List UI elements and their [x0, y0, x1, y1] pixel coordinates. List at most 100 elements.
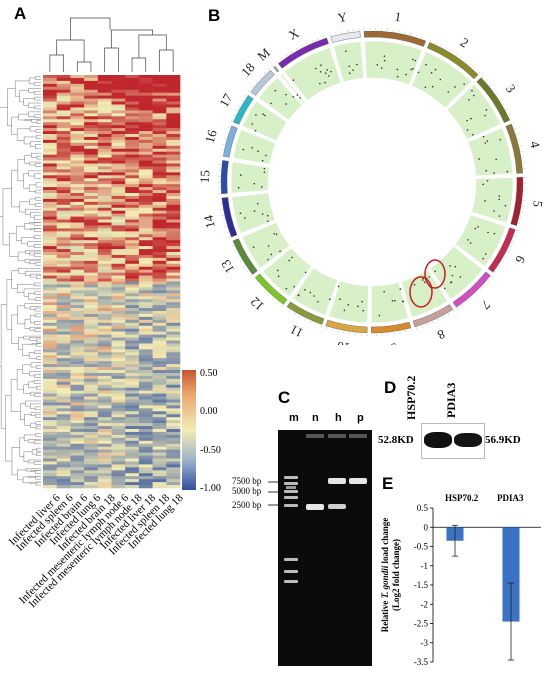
heatmap-cell [70, 240, 85, 244]
circos-tick [512, 240, 515, 242]
circos-data-point [485, 109, 488, 111]
heatmap-cell [84, 151, 99, 155]
heatmap-legend-bar [182, 370, 196, 490]
heatmap-cell [70, 458, 85, 462]
heatmap-cell [138, 107, 153, 111]
circos-data-point [451, 274, 454, 277]
chromosome-label: 1 [394, 10, 403, 24]
heatmap-cell [111, 372, 126, 377]
heatmap-cell [152, 193, 167, 197]
heatmap-cell [152, 198, 167, 203]
heatmap-cell [138, 154, 153, 158]
heatmap-cell [111, 485, 126, 489]
circos-data-point [425, 63, 427, 66]
heatmap-cell [43, 75, 57, 79]
heatmap-cell [125, 131, 140, 135]
heatmap-cell [166, 107, 181, 111]
heatmap-cell [166, 237, 181, 241]
heatmap-cell [125, 119, 140, 123]
circos-tick [304, 318, 306, 321]
circos-data-point [277, 275, 280, 278]
heatmap-cell [43, 290, 57, 294]
heatmap-cell [43, 193, 57, 197]
heatmap-cell [125, 434, 140, 439]
heatmap-cell [70, 384, 85, 388]
heatmap-cell [43, 107, 57, 111]
heatmap-cell [166, 311, 181, 315]
heatmap-cell [56, 408, 71, 412]
heatmap-cell [138, 281, 153, 285]
circos-data-point [430, 72, 433, 74]
circos-data-point [454, 86, 456, 88]
heatmap-cell [152, 154, 167, 158]
heatmap-cell [111, 417, 126, 421]
heatmap-cell [138, 272, 153, 276]
heatmap-cell [125, 437, 140, 442]
heatmap-cell [84, 325, 99, 329]
heatmap-cell [166, 75, 181, 79]
circos-data-point [257, 150, 259, 152]
heatmap-cell [43, 319, 57, 324]
heatmap-cell [111, 193, 126, 197]
circos-track-segment [411, 51, 472, 109]
heatmap-cell [70, 80, 85, 85]
heatmap-cell [43, 367, 57, 371]
heatmap-cell [111, 482, 126, 486]
heatmap-cell [138, 440, 153, 445]
heatmap-cell [166, 178, 181, 182]
heatmap-cell [43, 213, 57, 217]
heatmap-cell [84, 411, 99, 415]
heatmap-cell [125, 104, 140, 108]
heatmap-cell [43, 231, 57, 235]
circos-tick [514, 235, 517, 237]
circos-data-point [243, 217, 246, 219]
heatmap-cell [125, 311, 140, 315]
heatmap-cell [97, 231, 112, 235]
heatmap-cell [125, 390, 140, 394]
chromosome-band [233, 95, 254, 125]
heatmap-cell [70, 204, 85, 209]
heatmap-cell [56, 287, 71, 291]
heatmap-cell [56, 122, 71, 126]
heatmap-cell [152, 216, 167, 220]
heatmap-cell [56, 293, 71, 297]
heatmap-cell [84, 131, 99, 135]
heatmap-cell [111, 455, 126, 459]
heatmap-cell [97, 83, 112, 88]
heatmap-cell [166, 175, 181, 179]
heatmap-cell [138, 142, 153, 147]
heatmap-cell [125, 479, 140, 483]
heatmap-cell [56, 166, 71, 170]
heatmap-cell [152, 299, 167, 303]
heatmap-cell [166, 234, 181, 238]
heatmap-cell [43, 195, 57, 200]
heatmap-cell [84, 414, 99, 418]
heatmap-cell [97, 260, 112, 265]
heatmap-cell [70, 154, 85, 158]
circos-data-point [410, 68, 413, 71]
heatmap-cell [111, 142, 126, 147]
heatmap-cell [125, 331, 140, 335]
heatmap-cell [97, 166, 112, 170]
heatmap-cell [43, 482, 57, 486]
heatmap-cell [166, 431, 181, 436]
heatmap-cell [152, 160, 167, 164]
heatmap-cell [43, 370, 57, 374]
circos-tick [499, 98, 502, 100]
heatmap-cell [166, 119, 181, 123]
heatmap-cell [84, 284, 99, 288]
heatmap-cell [111, 80, 126, 85]
heatmap-cell [84, 157, 99, 161]
heatmap-cell [138, 479, 153, 483]
heatmap-cell [43, 426, 57, 430]
heatmap-cell [138, 178, 153, 182]
heatmap-cell [97, 278, 112, 282]
heatmap-cell [97, 134, 112, 138]
column-dendrogram-branch [111, 29, 153, 48]
circos-data-point [270, 102, 272, 105]
heatmap-cell [152, 434, 167, 439]
heatmap-cell [152, 148, 167, 152]
heatmap-cell [43, 361, 57, 365]
heatmap-cell [70, 83, 85, 88]
heatmap-cell [138, 260, 153, 265]
